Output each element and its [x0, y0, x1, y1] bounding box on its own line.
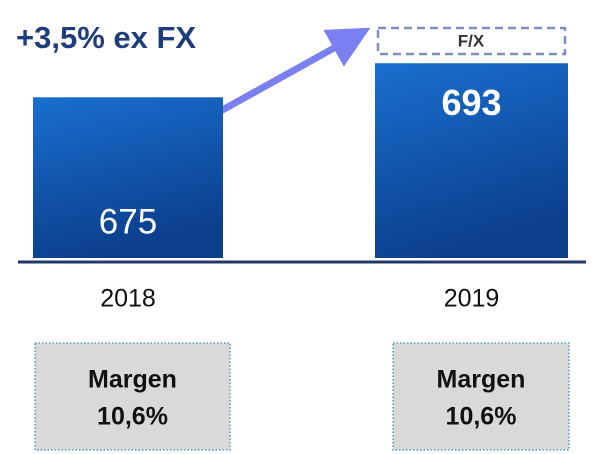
x-tick-label: 2018 [100, 285, 156, 313]
value-label: 675 [99, 202, 157, 241]
margin-label: Margen [88, 366, 177, 394]
fx-label: F/X [458, 31, 485, 50]
margin-box [34, 342, 231, 451]
margin-label: Margen [437, 366, 526, 394]
margin-value: 10,6% [446, 403, 517, 431]
bar [33, 97, 223, 258]
margin-value: 10,6% [97, 403, 168, 431]
bar [375, 63, 568, 259]
fx-box [376, 26, 567, 56]
x-tick-label: 2019 [444, 285, 500, 313]
margin-box [392, 342, 570, 451]
value-label: 693 [441, 82, 501, 123]
chart-title: +3,5% ex FX [16, 20, 196, 55]
